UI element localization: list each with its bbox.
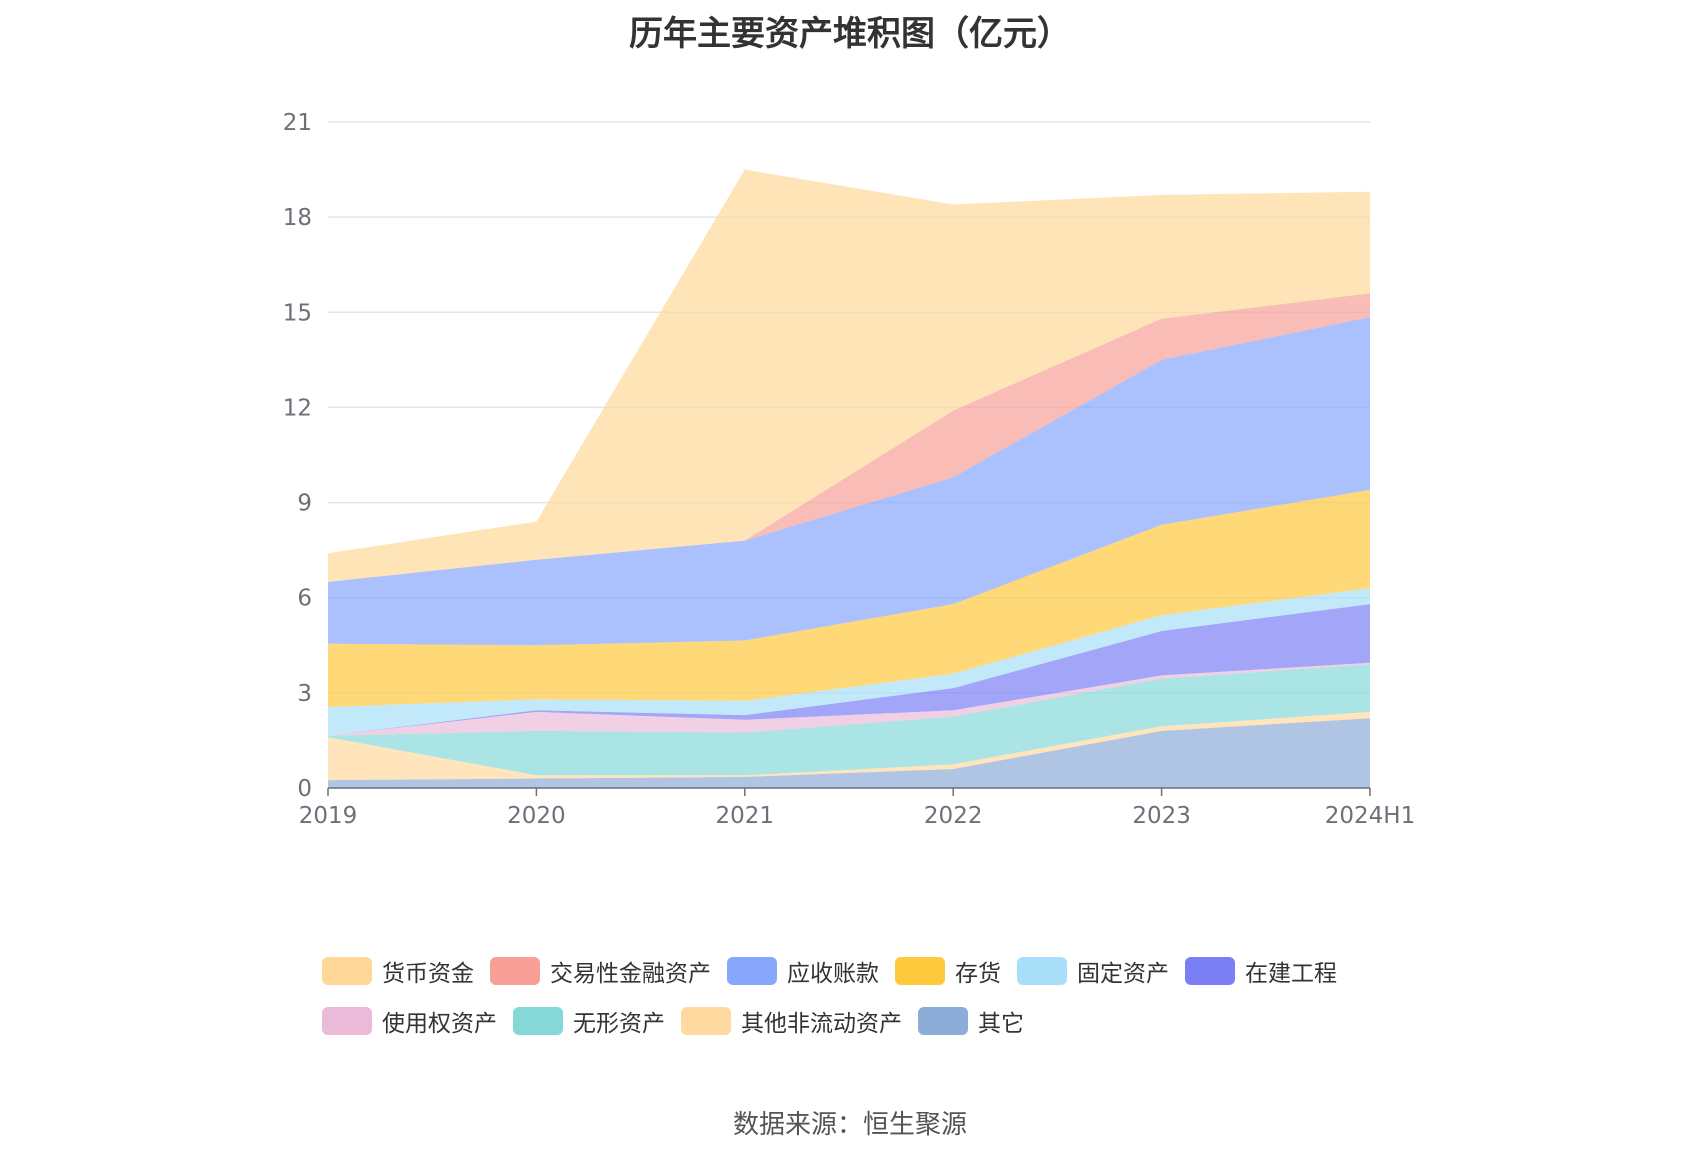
x-tick-label: 2020 <box>507 803 566 829</box>
y-tick-label: 12 <box>283 395 312 421</box>
area-series-3[interactable] <box>328 662 1370 736</box>
y-tick-label: 3 <box>297 681 312 707</box>
legend-swatch <box>918 1007 968 1035</box>
legend-swatch <box>322 957 372 985</box>
legend-label: 货币资金 <box>382 961 474 987</box>
x-tick-label: 2023 <box>1132 803 1191 829</box>
legend-item[interactable]: 交易性金融资产 <box>490 955 711 987</box>
axes: 0 3 6 9 12 15 18 21 2019 2020 2021 2022 2023 2024H1 <box>283 110 1416 829</box>
legend-item[interactable]: 使用权资产 <box>322 1005 497 1037</box>
y-tick-label: 18 <box>283 205 312 231</box>
legend: 货币资金 交易性金融资产 应收账款 存货 固定资产 在建工程使用权资产 无形资产 其他非流动资… <box>322 955 1442 1055</box>
legend-label: 其它 <box>978 1011 1024 1037</box>
legend-swatch <box>322 1007 372 1035</box>
legend-label: 使用权资产 <box>382 1011 497 1037</box>
legend-item[interactable]: 其它 <box>918 1005 1024 1037</box>
legend-swatch <box>1017 957 1067 985</box>
legend-label: 其他非流动资产 <box>741 1011 902 1037</box>
legend-swatch <box>895 957 945 985</box>
area-series-8[interactable] <box>328 293 1370 582</box>
legend-swatch <box>681 1007 731 1035</box>
area-series-2[interactable] <box>328 664 1370 776</box>
x-tick-label: 2021 <box>716 803 775 829</box>
area-series <box>328 169 1370 788</box>
legend-item[interactable]: 货币资金 <box>322 955 474 987</box>
area-series-5[interactable] <box>328 588 1370 736</box>
x-tick-label: 2019 <box>299 803 358 829</box>
y-tick-label: 0 <box>297 776 312 802</box>
chart-title: 历年主要资产堆积图（亿元） <box>629 14 1071 54</box>
legend-swatch <box>727 957 777 985</box>
legend-item[interactable]: 固定资产 <box>1017 955 1169 987</box>
y-tick-label: 6 <box>297 586 312 612</box>
area-series-9[interactable] <box>328 169 1370 582</box>
y-tick-label: 15 <box>283 300 312 326</box>
legend-swatch <box>1185 957 1235 985</box>
y-tick-label: 21 <box>283 110 312 136</box>
x-tick-label: 2022 <box>924 803 983 829</box>
area-series-7[interactable] <box>328 317 1370 646</box>
legend-label: 存货 <box>955 961 1001 987</box>
legend-label: 在建工程 <box>1245 961 1337 987</box>
legend-item[interactable]: 其他非流动资产 <box>681 1005 902 1037</box>
area-series-0[interactable] <box>328 718 1370 788</box>
area-series-1[interactable] <box>328 711 1370 781</box>
legend-label: 无形资产 <box>573 1011 665 1037</box>
area-series-4[interactable] <box>328 604 1370 736</box>
legend-label: 交易性金融资产 <box>550 961 711 987</box>
legend-item[interactable]: 在建工程 <box>1185 955 1337 987</box>
x-tick-label: 2024H1 <box>1325 803 1415 829</box>
legend-label: 固定资产 <box>1077 961 1169 987</box>
y-tick-label: 9 <box>297 491 312 517</box>
data-source: 数据来源：恒生聚源 <box>732 1110 967 1140</box>
legend-swatch <box>490 957 540 985</box>
legend-label: 应收账款 <box>787 961 879 987</box>
area-series-6[interactable] <box>328 489 1370 708</box>
legend-item[interactable]: 应收账款 <box>727 955 879 987</box>
legend-swatch <box>513 1007 563 1035</box>
legend-item[interactable]: 无形资产 <box>513 1005 665 1037</box>
legend-item[interactable]: 存货 <box>895 955 1001 987</box>
